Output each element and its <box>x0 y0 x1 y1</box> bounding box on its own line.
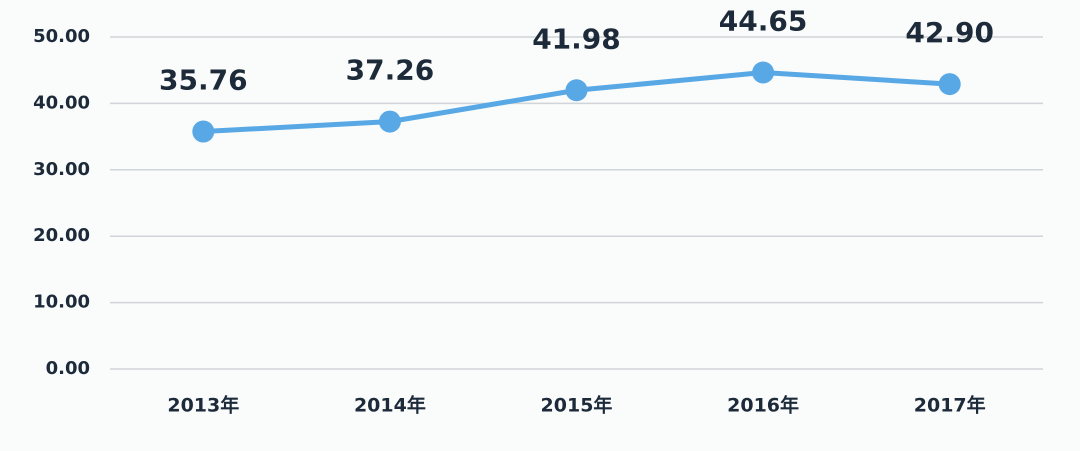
point <box>192 120 215 143</box>
y-tick-label: 10.00 <box>33 292 90 313</box>
x-tick-label: 2013年 <box>167 394 239 417</box>
y-tick-label: 50.00 <box>33 26 90 47</box>
x-tick-label: 2016年 <box>727 394 799 417</box>
value-label: 41.98 <box>532 22 621 55</box>
point <box>752 61 775 84</box>
x-tick-label: 2017年 <box>914 394 986 417</box>
y-tick-label: 0.00 <box>46 358 90 379</box>
y-tick-label: 30.00 <box>33 159 90 180</box>
value-label: 42.90 <box>905 16 994 49</box>
value-label: 35.76 <box>159 64 248 97</box>
point <box>565 79 588 102</box>
x-tick-label: 2014年 <box>354 394 426 417</box>
y-tick-label: 20.00 <box>33 225 90 246</box>
point <box>378 110 401 133</box>
y-tick-label: 40.00 <box>33 92 90 113</box>
value-label: 37.26 <box>346 54 435 87</box>
point <box>938 73 961 96</box>
value-label: 44.65 <box>719 5 808 38</box>
x-tick-label: 2015年 <box>541 394 613 417</box>
